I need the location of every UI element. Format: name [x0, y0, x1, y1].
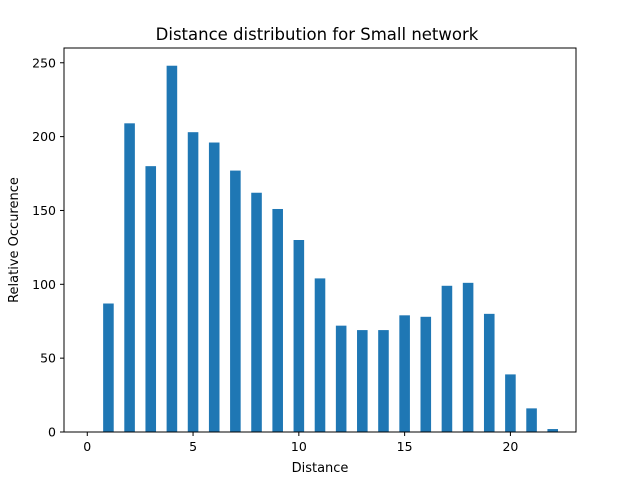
y-tick-label: 150 [32, 203, 56, 218]
bar-distance-15 [399, 315, 410, 432]
x-tick-label: 10 [291, 439, 307, 454]
bar-distance-18 [462, 282, 474, 432]
bar-distance-9 [272, 208, 283, 432]
bar-distance-21 [526, 408, 537, 432]
bar-distance-6 [208, 142, 220, 432]
bar-distance-10 [293, 240, 305, 432]
bar-distance-16 [420, 316, 432, 432]
x-tick-label: 20 [502, 439, 518, 454]
bar-distance-20 [505, 374, 516, 432]
y-tick-label: 250 [32, 55, 56, 70]
y-axis-label: Relative Occurence [7, 177, 22, 303]
bar-distance-13 [357, 330, 368, 432]
y-tick-label: 0 [48, 425, 56, 440]
bar-distance-2 [124, 123, 135, 433]
y-tick-label: 200 [32, 129, 56, 144]
y-axis-ticks: 0 50 100 150 200 250 [32, 55, 64, 440]
x-tick-label: 5 [189, 439, 197, 454]
bar-distance-17 [441, 285, 453, 432]
bar-distance-1 [103, 303, 114, 432]
bars-group [103, 65, 559, 433]
y-tick-label: 100 [32, 277, 56, 292]
x-tick-label: 15 [397, 439, 413, 454]
x-axis-ticks: 0 5 10 15 20 [83, 432, 518, 454]
bar-distance-8 [251, 192, 262, 432]
bar-distance-11 [314, 278, 326, 432]
chart-title: Distance distribution for Small network [156, 25, 479, 44]
bar-distance-14 [378, 330, 389, 432]
bar-distance-4 [166, 65, 178, 432]
bar-distance-19 [483, 313, 495, 432]
bar-distance-5 [187, 132, 199, 432]
bar-distance-3 [145, 166, 157, 432]
x-axis-label: Distance [292, 461, 349, 476]
plot-frame [63, 47, 577, 433]
x-tick-label: 0 [83, 439, 91, 454]
bar-distance-7 [230, 170, 241, 433]
bar-distance-12 [335, 325, 347, 432]
bar-distance-22 [547, 429, 559, 432]
y-tick-label: 50 [40, 351, 56, 366]
